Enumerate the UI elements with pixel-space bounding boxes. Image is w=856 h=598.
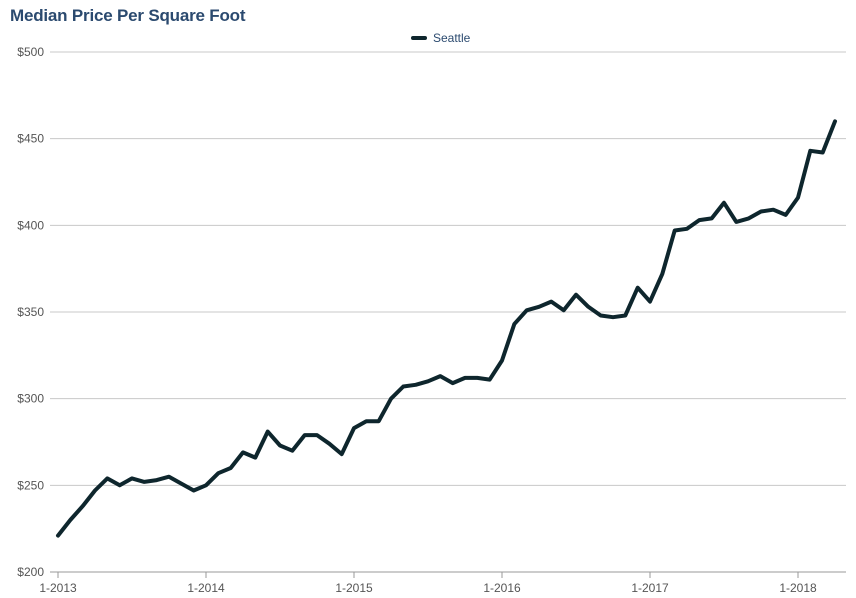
y-tick-label: $250 (17, 478, 44, 492)
y-tick-label: $500 (17, 45, 44, 59)
y-tick-label: $300 (17, 392, 44, 406)
x-tick-label: 1-2017 (631, 581, 669, 595)
legend-swatch (411, 36, 427, 40)
chart-title: Median Price Per Square Foot (10, 6, 246, 25)
legend[interactable]: Seattle (411, 31, 470, 45)
axes: $200 $250 $300 $350 $400 $450 $500 1-2013 1-2014… (17, 45, 846, 595)
x-tick-label: 1-2015 (335, 581, 373, 595)
grid-lines (50, 51, 846, 486)
y-tick-label: $350 (17, 305, 44, 319)
x-tick-label: 1-2016 (483, 581, 521, 595)
x-tick-label: 1-2018 (779, 581, 817, 595)
y-tick-label: $200 (17, 565, 44, 579)
series-line-seattle (56, 119, 837, 538)
legend-label-seattle: Seattle (433, 31, 471, 45)
x-tick-label: 1-2013 (39, 581, 77, 595)
y-tick-label: $450 (17, 132, 44, 146)
series-layer (56, 119, 837, 538)
y-tick-label: $400 (17, 218, 44, 232)
x-tick-label: 1-2014 (187, 581, 225, 595)
